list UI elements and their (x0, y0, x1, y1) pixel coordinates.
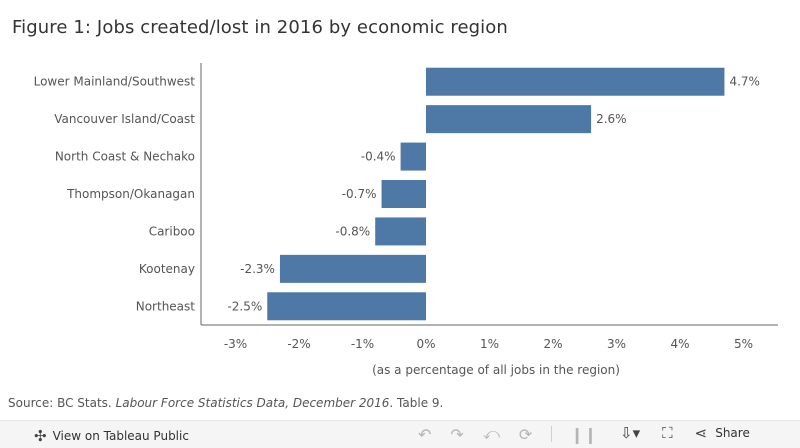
value-label: 2.6% (596, 112, 627, 126)
source-note: Source: BC Stats. Labour Force Statistic… (8, 396, 443, 410)
refresh-icon[interactable]: ⟳ (518, 424, 533, 444)
bar (375, 217, 426, 246)
toolbar-disabled-controls: ↶ ↷ ⤺ ⟳ ❙❙ (418, 424, 616, 444)
bar (400, 142, 426, 171)
bar (426, 105, 592, 134)
undo-icon[interactable]: ↶ (418, 424, 432, 444)
pause-icon[interactable]: ❙❙ (570, 424, 598, 444)
toolbar-actions: ⇩▾ ⛶ ⋖ Share (620, 424, 750, 442)
category-label: Lower Mainland/Southwest (34, 75, 196, 89)
tableau-logo-icon: ✣ (34, 427, 47, 445)
category-label: Cariboo (149, 224, 195, 238)
source-prefix: Source: BC Stats. (8, 396, 116, 410)
value-label: 4.7% (729, 75, 760, 89)
x-axis-label: (as a percentage of all jobs in the regi… (372, 363, 620, 377)
share-button[interactable]: Share (715, 426, 750, 440)
source-title: Labour Force Statistics Data, December 2… (115, 396, 390, 410)
bar (267, 292, 426, 321)
x-tick-label: -2% (287, 337, 310, 351)
category-label: North Coast & Nechako (55, 150, 195, 164)
fullscreen-icon[interactable]: ⛶ (662, 424, 673, 442)
x-tick-label: 2% (543, 337, 562, 351)
x-tick-label: 5% (734, 337, 753, 351)
category-label: Thompson/Okanagan (66, 187, 195, 201)
x-tick-label: 1% (480, 337, 499, 351)
value-label: -0.4% (361, 150, 396, 164)
view-on-tableau-link[interactable]: ✣ View on Tableau Public (34, 427, 189, 445)
toolbar-divider (551, 426, 553, 442)
redo-icon[interactable]: ↷ (450, 424, 464, 444)
revert-icon[interactable]: ⤺ (482, 424, 500, 443)
value-label: -2.5% (227, 299, 262, 313)
view-on-tableau-label: View on Tableau Public (52, 429, 189, 443)
x-tick-label: -1% (351, 337, 374, 351)
value-label: -0.7% (342, 187, 377, 201)
value-label: -2.3% (240, 262, 275, 276)
category-label: Vancouver Island/Coast (54, 112, 195, 126)
category-label: Northeast (136, 299, 196, 313)
x-tick-label: 3% (607, 337, 626, 351)
source-suffix: . Table 9. (389, 396, 444, 410)
bar (279, 254, 426, 283)
value-label: -0.8% (335, 224, 370, 238)
bar (426, 67, 725, 96)
share-icon[interactable]: ⋖ (694, 424, 708, 442)
download-icon[interactable]: ⇩▾ (620, 424, 641, 442)
bar-chart: Lower Mainland/Southwest 4.7% Vancouver Is… (34, 63, 778, 377)
chart-title: Figure 1: Jobs created/lost in 2016 by e… (12, 17, 508, 38)
bar (381, 180, 426, 208)
tableau-toolbar: ✣ View on Tableau Public ↶ ↷ ⤺ ⟳ ❙❙ ⇩▾ ⛶… (0, 420, 800, 448)
x-tick-label: 0% (416, 337, 435, 351)
x-tick-label: -3% (224, 337, 247, 351)
x-tick-label: 4% (670, 337, 689, 351)
category-label: Kootenay (139, 262, 195, 276)
